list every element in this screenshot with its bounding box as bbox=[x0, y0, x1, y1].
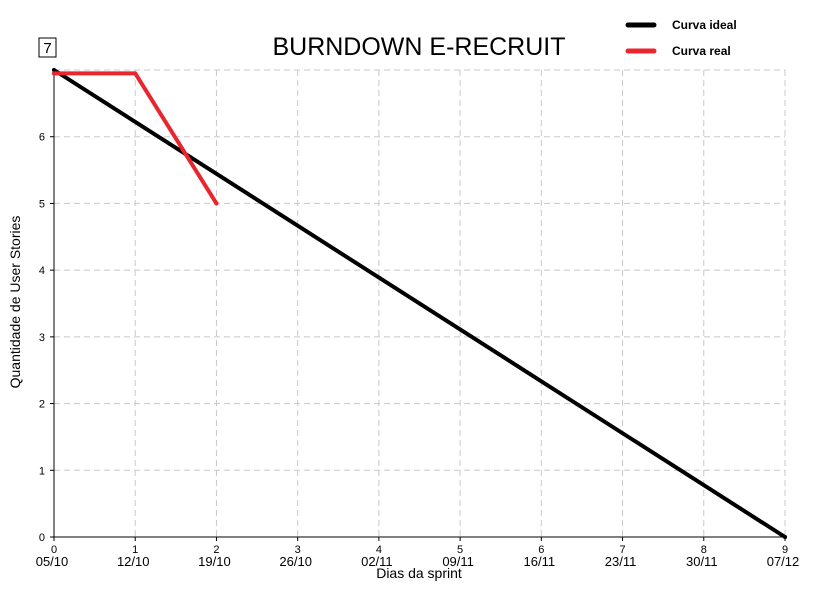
y-tick-label-0: 0 bbox=[39, 532, 45, 544]
legend-label-0: Curva ideal bbox=[672, 18, 737, 32]
chart-title: BURNDOWN E-RECRUIT bbox=[272, 33, 565, 61]
x-date-label-0: 05/10 bbox=[36, 554, 69, 569]
y-tick-label-1: 1 bbox=[39, 465, 45, 477]
x-tick-label-4: 4 bbox=[376, 544, 382, 556]
y-tick-label-2: 2 bbox=[39, 399, 45, 411]
x-tick-label-9: 9 bbox=[782, 544, 788, 556]
grid bbox=[54, 69, 786, 537]
x-date-label-5: 09/11 bbox=[442, 554, 474, 569]
x-date-label-4: 02/11 bbox=[361, 554, 393, 569]
x-date-label-6: 16/11 bbox=[524, 554, 556, 569]
x-tick-label-7: 7 bbox=[619, 544, 625, 556]
x-axis-label: Dias da sprint bbox=[376, 565, 462, 581]
y-tick-label-5: 5 bbox=[39, 198, 45, 210]
series-lines bbox=[52, 68, 787, 539]
x-date-label-3: 26/10 bbox=[279, 554, 312, 569]
x-axis-ticks: 005/10 112/10 219/10 326/10 402/11 509/11 616/… bbox=[36, 537, 800, 569]
series-1-point-1 bbox=[133, 71, 138, 76]
y-top-label: 7 bbox=[43, 40, 51, 57]
series-1-point-0 bbox=[52, 71, 56, 76]
x-date-label-9: 07/12 bbox=[767, 554, 800, 569]
x-date-label-8: 30/11 bbox=[686, 554, 718, 569]
x-date-label-7: 23/11 bbox=[605, 554, 637, 569]
x-tick-label-3: 3 bbox=[295, 544, 301, 556]
x-date-label-1: 12/10 bbox=[117, 554, 150, 569]
x-date-label-2: 19/10 bbox=[198, 554, 231, 569]
series-0-point-0 bbox=[52, 68, 56, 72]
x-tick-label-1: 1 bbox=[132, 544, 138, 556]
x-tick-label-6: 6 bbox=[538, 544, 544, 556]
y-tick-label-3: 3 bbox=[39, 332, 45, 344]
x-tick-label-8: 8 bbox=[701, 544, 707, 556]
y-axis-label: Quantidade de User Stories bbox=[7, 216, 23, 389]
y-axis-ticks: 0 1 2 3 4 5 6 bbox=[39, 132, 54, 544]
x-tick-label-5: 5 bbox=[457, 544, 463, 556]
y-tick-label-4: 4 bbox=[39, 265, 45, 277]
y-top-label-box: 7 bbox=[38, 37, 57, 58]
x-tick-label-0: 0 bbox=[51, 544, 57, 556]
y-tick-label-6: 6 bbox=[39, 132, 45, 144]
legend: Curva ideal Curva real bbox=[625, 18, 737, 58]
legend-label-1: Curva real bbox=[672, 44, 731, 58]
series-line-0 bbox=[52, 68, 787, 539]
series-1-point-2 bbox=[214, 201, 219, 206]
series-0-point-1 bbox=[783, 535, 787, 539]
x-tick-label-2: 2 bbox=[213, 544, 219, 556]
